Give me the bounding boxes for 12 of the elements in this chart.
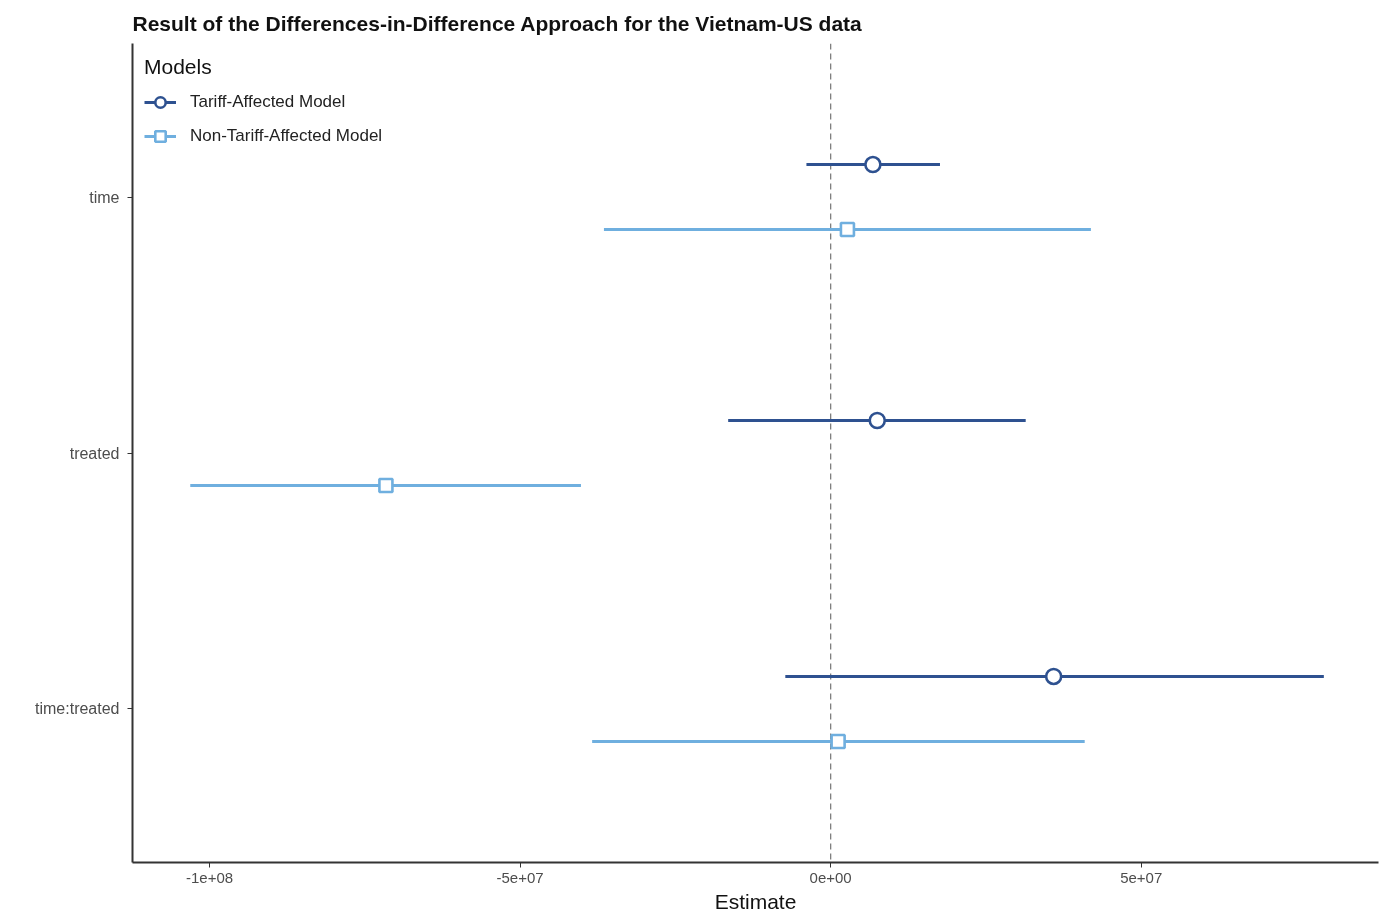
y-tick-label: treated [69,444,120,462]
x-tick-label: 5e+07 [1120,868,1163,886]
x-tick-label: -1e+08 [185,868,234,886]
y-tick-label: time:treated [35,700,120,718]
legend-title: Models [144,55,213,79]
legend-label: Non-Tariff-Affected Model [190,126,383,146]
x-tick-label: -5e+07 [496,868,544,886]
x-tick-label: 0e+00 [809,868,852,886]
y-tick-label: time [89,188,120,206]
chart-title: Result of the Differences-in-Difference Approach for the Vietnam-US data [132,11,863,35]
x-axis-title: Estimate [714,889,797,913]
legend-label: Tariff-Affected Model [190,92,346,112]
